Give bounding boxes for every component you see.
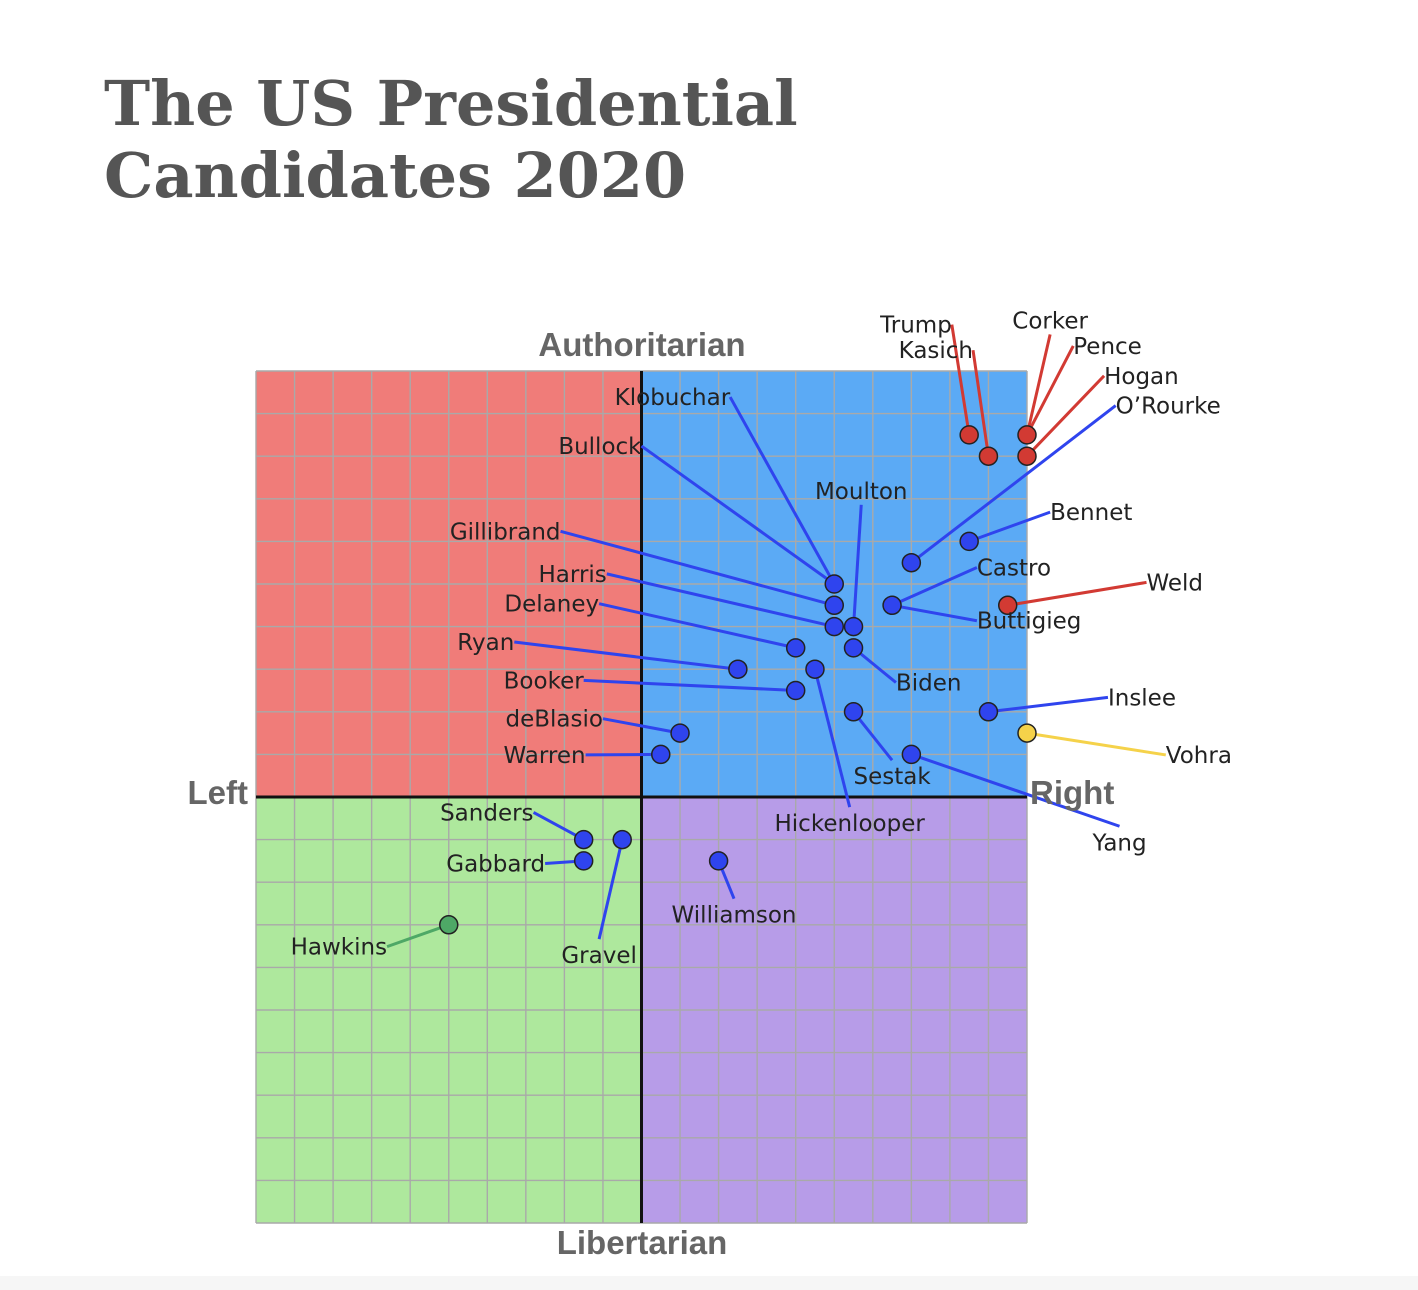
point-label: Gravel <box>561 943 637 969</box>
point-label: Delaney <box>504 592 599 618</box>
point-label: Pence <box>1073 334 1142 360</box>
point-marker <box>573 851 594 871</box>
footer-strip <box>0 1276 1418 1290</box>
leader-line <box>1025 345 1075 436</box>
point-marker <box>785 680 806 701</box>
point-label: Harris <box>539 562 607 588</box>
point-label: O’Rourke <box>1116 394 1221 420</box>
leader-line <box>1026 731 1167 757</box>
point-marker <box>805 659 825 679</box>
point-label: Warren <box>503 743 585 769</box>
point-markers <box>439 425 1037 935</box>
point-label: Buttigieg <box>977 609 1082 635</box>
leader-line <box>1007 580 1147 607</box>
point-marker <box>843 638 864 658</box>
leader-line <box>585 752 661 757</box>
point-label: Williamson <box>672 903 797 929</box>
leader-line <box>988 695 1109 714</box>
leader-line <box>910 404 1117 564</box>
axis-label-right: Right <box>1030 774 1114 811</box>
point-marker <box>670 723 690 743</box>
title-line-2: Candidates 2020 <box>104 139 687 212</box>
leader-line <box>1025 374 1106 458</box>
point-label: Bennet <box>1050 500 1132 526</box>
point-label: Bullock <box>558 434 642 460</box>
leader-line <box>598 602 797 650</box>
point-marker <box>439 915 459 935</box>
leader-line <box>728 396 836 585</box>
point-label: Sanders <box>440 800 533 826</box>
point-marker <box>785 638 806 658</box>
leader-line <box>852 710 894 762</box>
point-label: Weld <box>1147 570 1204 596</box>
point-marker <box>997 595 1018 616</box>
leader-line <box>910 752 1121 828</box>
point-label: Hogan <box>1104 364 1179 390</box>
point-marker <box>824 595 844 616</box>
leader-line <box>602 717 681 735</box>
point-label: Gillibrand <box>450 519 561 545</box>
point-marker <box>824 574 844 594</box>
leader-line <box>971 350 990 457</box>
point-marker <box>901 552 922 573</box>
leader-line <box>597 839 624 940</box>
axes <box>256 371 1027 1223</box>
leader-line <box>514 640 739 671</box>
point-marker <box>843 702 864 722</box>
point-label: Gabbard <box>446 852 545 878</box>
point-label: Booker <box>504 668 585 694</box>
point-marker <box>708 851 729 871</box>
leader-line <box>583 678 796 692</box>
point-marker <box>978 446 999 466</box>
point-marker <box>1017 723 1037 743</box>
point-label: Hickenlooper <box>775 811 926 837</box>
point-label: Castro <box>977 555 1051 581</box>
point-marker <box>901 744 922 765</box>
point-label: Hawkins <box>291 935 387 961</box>
point-marker <box>612 829 632 850</box>
axis-label-bottom: Libertarian <box>557 1224 728 1261</box>
leader-line <box>968 510 1051 543</box>
point-label: Ryan <box>457 630 514 656</box>
leader-line <box>560 529 835 607</box>
point-marker <box>824 616 844 637</box>
leader-line <box>950 324 971 436</box>
leader-line <box>1025 334 1052 436</box>
leader-line <box>813 668 852 808</box>
point-marker <box>959 425 979 445</box>
point-marker <box>959 531 979 552</box>
point-label: Klobuchar <box>615 385 731 411</box>
point-marker <box>728 659 748 679</box>
point-marker <box>843 616 864 637</box>
leader-line <box>386 923 450 949</box>
point-label: deBlasio <box>505 707 602 733</box>
point-marker <box>573 829 594 850</box>
point-marker <box>882 595 902 616</box>
label-leader-lines <box>386 324 1167 949</box>
point-label: Moulton <box>815 479 908 505</box>
point-label: Vohra <box>1166 743 1232 769</box>
point-label: Kasich <box>899 338 973 364</box>
page-title: The US Presidential Candidates 2020 <box>104 68 1004 212</box>
point-marker <box>978 702 999 722</box>
axis-label-top: Authoritarian <box>538 326 745 363</box>
axis-label-left: Left <box>188 774 249 811</box>
leader-line <box>852 504 863 627</box>
point-marker <box>1017 446 1037 466</box>
point-label: Sestak <box>853 764 931 790</box>
leader-line <box>891 603 978 623</box>
point-marker <box>651 744 671 765</box>
leader-line <box>606 572 835 629</box>
point-label: Biden <box>896 671 962 697</box>
point-marker <box>1017 425 1037 445</box>
leader-line <box>640 444 836 586</box>
point-label: Yang <box>1091 830 1146 856</box>
title-line-1: The US Presidential <box>104 67 798 140</box>
point-label: Trump <box>879 313 952 339</box>
leader-line <box>891 566 978 607</box>
point-label: Inslee <box>1108 685 1176 711</box>
point-label: Corker <box>1012 308 1088 334</box>
